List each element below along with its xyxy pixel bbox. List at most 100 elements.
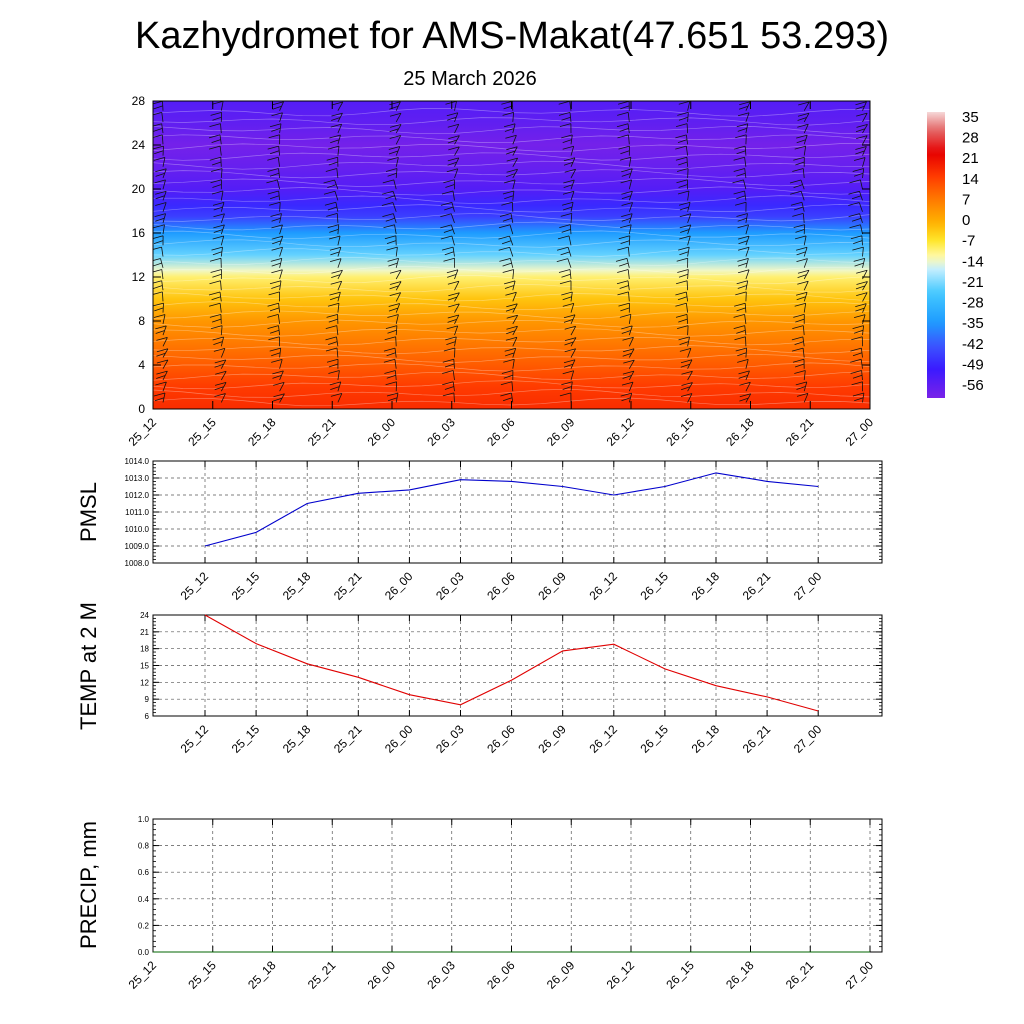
wind-barb	[268, 336, 280, 347]
x-tick-label: 25_18	[280, 722, 314, 756]
wind-barb	[796, 258, 808, 268]
wind-barb	[267, 190, 280, 201]
wind-barb	[443, 179, 455, 190]
wind-barb	[447, 292, 460, 302]
y-tick-label: 1013.0	[125, 474, 150, 483]
y-axis-title: TEMP at 2 M	[76, 602, 101, 730]
wind-barb	[325, 168, 339, 179]
wind-barb	[856, 112, 868, 123]
wind-barb	[795, 246, 808, 257]
wind-barb	[153, 235, 164, 246]
x-tick-label: 25_15	[229, 722, 263, 756]
heatmap-x-tick-label: 25_18	[245, 415, 279, 449]
colorbar-label: -7	[962, 233, 975, 250]
wind-barb	[267, 325, 280, 336]
contour-line	[153, 292, 870, 302]
y-tick-label: 1011.0	[125, 508, 149, 517]
panel-frame	[152, 818, 883, 953]
y-tick-label: 1009.0	[125, 542, 150, 551]
wind-barb	[564, 168, 577, 179]
wind-barb	[790, 201, 805, 212]
wind-barb	[214, 393, 226, 403]
wind-barb	[621, 325, 633, 336]
wind-barb	[560, 213, 573, 223]
wind-barb	[209, 123, 222, 134]
wind-barb	[617, 246, 630, 257]
wind-barb	[324, 201, 339, 212]
wind-barb	[326, 156, 339, 167]
x-tick-label: 27_00	[791, 569, 825, 603]
wind-barb	[499, 213, 514, 223]
wind-barb	[389, 101, 401, 111]
wind-barb	[733, 325, 747, 336]
wind-barb	[331, 112, 343, 123]
y-tick-label: 0.2	[138, 921, 150, 930]
wind-barb	[680, 382, 693, 392]
wind-barb	[442, 370, 455, 381]
contour-line	[153, 275, 870, 284]
wind-barb	[503, 179, 516, 190]
wind-barb	[735, 134, 747, 145]
precip-panel: 0.0 0.2 0.4 0.6 0.8 1.0 25_12 25_15 25_18 25_21 26…	[76, 815, 883, 992]
wind-barb	[679, 235, 691, 246]
wind-barbs	[153, 101, 868, 403]
x-tick-label: 26_03	[433, 569, 467, 603]
wind-barb	[793, 156, 805, 167]
colorbar-label: -49	[962, 356, 984, 373]
wind-barb	[272, 370, 284, 381]
wind-barb	[737, 246, 750, 257]
y-tick-label: 0.6	[138, 868, 150, 877]
colorbar-bar	[927, 112, 945, 398]
wind-barb	[446, 325, 459, 336]
wind-barb	[210, 269, 222, 280]
contour-line	[153, 266, 870, 275]
wind-barb	[732, 179, 747, 190]
wind-barb	[734, 302, 747, 313]
wind-barb	[735, 291, 747, 302]
y-tick-label: 21	[140, 628, 149, 637]
x-tick-label: 25_15	[229, 569, 263, 603]
wind-barb	[271, 224, 283, 235]
wind-barb	[677, 269, 689, 280]
colorbar: 35 28 21 14 7 0 -7 -14 -21 -28 -35 -42 -49 -56	[927, 109, 984, 398]
wind-barb	[617, 291, 630, 302]
wind-barb	[856, 269, 868, 280]
wind-barb	[505, 336, 518, 347]
contour-line	[153, 239, 870, 248]
contour-line	[153, 380, 870, 390]
x-tick-label: 25_12	[178, 569, 212, 603]
x-tick-label: 27_00	[843, 958, 877, 992]
x-tick-label: 26_18	[689, 722, 723, 756]
wind-barb	[505, 134, 517, 145]
x-tick-label: 26_09	[535, 722, 569, 756]
wind-barb	[267, 145, 280, 156]
wind-barb	[618, 302, 630, 313]
wind-barb	[383, 358, 397, 369]
heatmap-y-tick-label: 28	[132, 94, 146, 108]
wind-barb	[154, 213, 166, 224]
wind-barb	[442, 392, 455, 403]
wind-barb	[383, 224, 397, 235]
wind-barb	[791, 347, 805, 358]
wind-barb	[153, 258, 164, 268]
wind-barb	[739, 393, 752, 403]
wind-barb	[503, 280, 516, 291]
wind-barb	[675, 145, 688, 156]
contour-line	[153, 143, 870, 152]
wind-barb	[623, 359, 635, 369]
wind-barb	[853, 157, 866, 167]
wind-barb	[737, 359, 749, 369]
wind-barb	[210, 168, 223, 179]
wind-barb	[737, 112, 750, 123]
wind-barb	[737, 269, 750, 280]
wind-barb	[852, 246, 864, 257]
wind-barb	[561, 291, 573, 302]
wind-barb	[853, 258, 866, 268]
heatmap-y-tick-label: 24	[132, 138, 146, 152]
wind-barb	[848, 213, 863, 224]
wind-barb	[447, 280, 460, 291]
wind-barb	[386, 392, 399, 403]
wind-barb	[389, 112, 402, 123]
wind-barb	[675, 134, 688, 145]
wind-barb	[446, 269, 459, 280]
